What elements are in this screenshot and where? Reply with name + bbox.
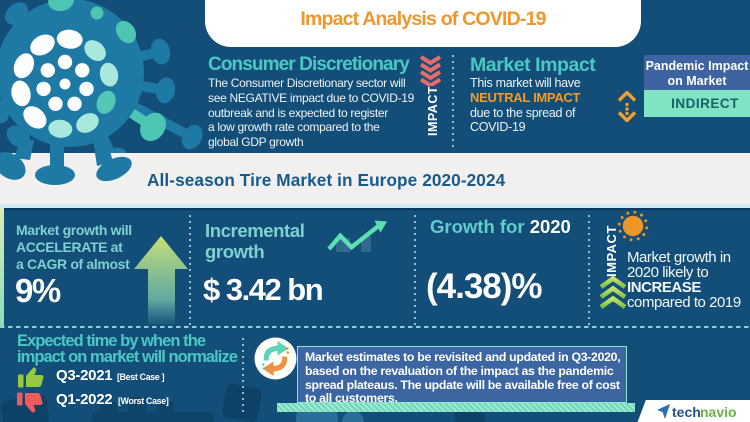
svg-text:navio: navio [700,404,737,420]
svg-text:tech: tech [672,404,701,420]
